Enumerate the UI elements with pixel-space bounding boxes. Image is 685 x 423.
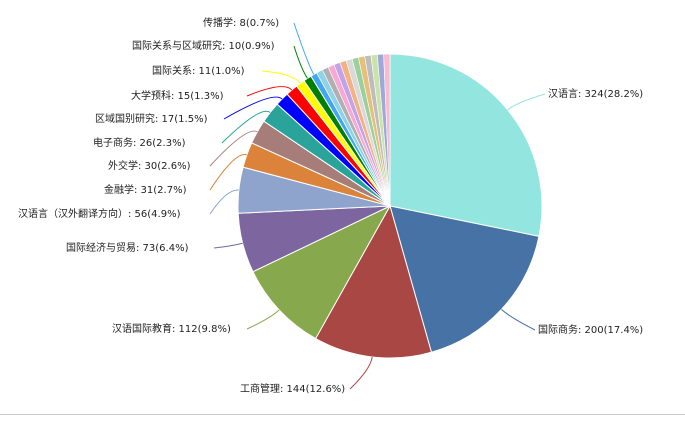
pie-slice-0 <box>389 53 543 237</box>
leader-line-13 <box>293 22 315 75</box>
pie-slice-minor-11 <box>383 53 391 207</box>
leader-line-4 <box>213 242 243 249</box>
leader-line-10 <box>246 86 293 97</box>
pie-slice-1 <box>389 205 540 353</box>
slice-label-7: 外交学: 30(2.6%) <box>108 159 191 172</box>
slice-label-13: 传播学: 8(0.7%) <box>203 16 279 29</box>
leader-line-5 <box>209 189 239 215</box>
leader-line-9 <box>223 96 283 120</box>
leader-line-2 <box>349 356 373 390</box>
leader-line-6 <box>209 154 248 191</box>
slice-label-2: 工商管理: 144(12.6%) <box>240 382 345 395</box>
slice-label-9: 区域国别研究: 17(1.5%) <box>95 112 208 125</box>
slice-label-12: 国际关系与区域研究: 10(0.9%) <box>132 39 275 52</box>
leader-line-3 <box>246 309 280 330</box>
slice-label-8: 电子商务: 26(2.3%) <box>93 136 186 149</box>
leader-line-1 <box>501 308 536 331</box>
slice-label-6: 金融学: 31(2.7%) <box>104 183 187 196</box>
leader-line-8 <box>221 110 271 144</box>
slice-label-5: 汉语言（汉外翻译方向）: 56(4.9%) <box>18 207 181 220</box>
slice-labels: 汉语言: 324(28.2%) 国际商务: 200(17.4%) 工商管理: 144… <box>18 16 643 395</box>
leader-line-11 <box>261 70 301 84</box>
slice-label-1: 国际商务: 200(17.4%) <box>538 323 643 336</box>
slice-label-10: 大学预科: 15(1.3%) <box>131 89 224 102</box>
leader-line-12 <box>293 45 308 79</box>
slice-label-11: 国际关系: 11(1.0%) <box>152 64 245 77</box>
leader-line-0 <box>507 93 546 111</box>
leader-lines <box>209 22 546 390</box>
pie-slices <box>237 53 543 359</box>
slice-label-3: 汉语国际教育: 112(9.8%) <box>112 322 231 335</box>
slice-label-4: 国际经济与贸易: 73(6.4%) <box>66 241 189 254</box>
slice-label-0: 汉语言: 324(28.2%) <box>548 87 643 100</box>
bottom-divider <box>0 414 685 415</box>
leader-line-7 <box>209 130 258 167</box>
